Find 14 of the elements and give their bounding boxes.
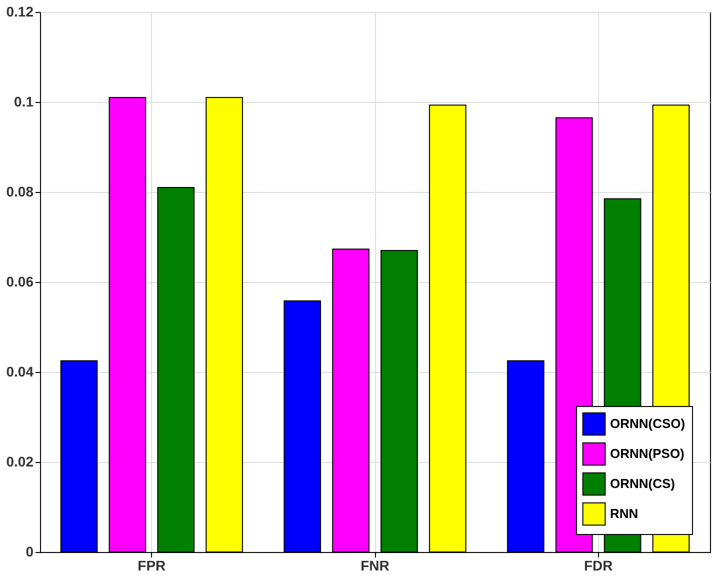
legend-label: ORNN(PSO) bbox=[610, 446, 684, 461]
x-tick-label: FDR bbox=[584, 558, 613, 574]
y-tick-label: 0.02 bbox=[6, 454, 34, 470]
x-tick-label: FNR bbox=[360, 558, 390, 574]
x-tick-label: FPR bbox=[138, 558, 166, 574]
y-tick-label: 0 bbox=[26, 544, 34, 560]
legend-label: ORNN(CS) bbox=[610, 476, 675, 491]
y-tick-label: 0.12 bbox=[6, 4, 34, 20]
y-tick-label: 0.04 bbox=[6, 364, 34, 380]
legend-label: ORNN(CSO) bbox=[610, 416, 686, 431]
legend-label: RNN bbox=[610, 506, 638, 521]
y-tick-label: 0.1 bbox=[14, 94, 34, 110]
y-tick-label: 0.06 bbox=[6, 274, 34, 290]
y-tick-label: 0.08 bbox=[6, 184, 34, 200]
